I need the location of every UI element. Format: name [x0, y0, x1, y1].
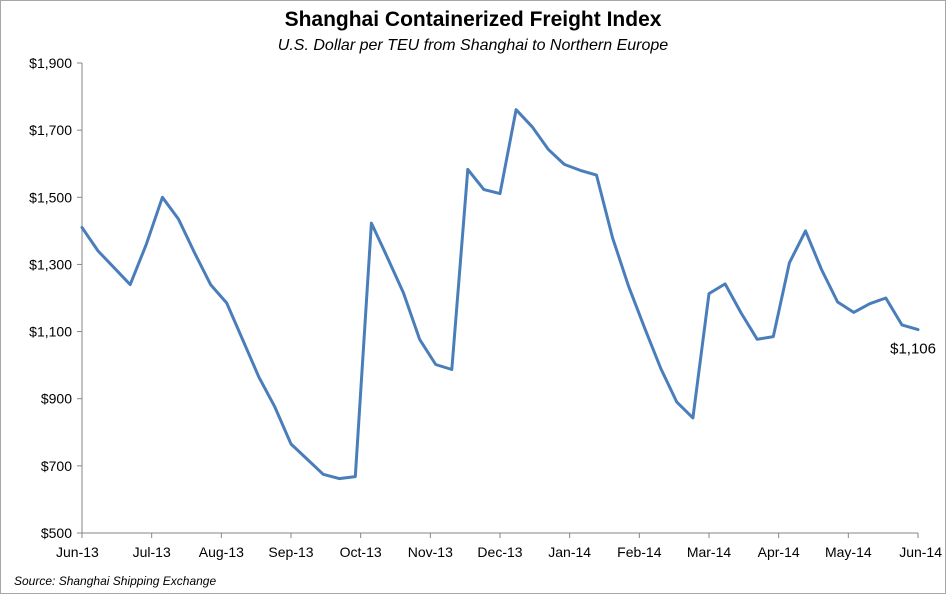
y-tick-label: $1,500: [29, 189, 72, 205]
chart-subtitle: U.S. Dollar per TEU from Shanghai to Nor…: [277, 37, 669, 54]
y-tick-label: $1,900: [29, 55, 72, 71]
x-tick-label: Oct-13: [340, 544, 382, 560]
x-tick-label: Jan-14: [548, 544, 591, 560]
y-tick-label: $900: [41, 391, 72, 407]
x-tick-label: Jun-13: [56, 544, 99, 560]
x-tick-label: Jun-14: [899, 544, 942, 560]
x-tick-label: Jul-13: [133, 544, 171, 560]
y-tick-label: $1,300: [29, 256, 72, 272]
x-tick-label: Mar-14: [687, 544, 732, 560]
x-tick-label: Dec-13: [477, 544, 522, 560]
x-tick-label: May-14: [825, 544, 872, 560]
x-tick-label: Aug-13: [199, 544, 244, 560]
x-tick-label: Sep-13: [268, 544, 313, 560]
chart-title: Shanghai Containerized Freight Index: [284, 8, 662, 31]
y-tick-label: $500: [41, 525, 72, 541]
x-tick-label: Nov-13: [408, 544, 453, 560]
series-line: [80, 108, 920, 481]
y-tick-label: $700: [41, 458, 72, 474]
x-tick-label: Apr-14: [758, 544, 800, 560]
end-value-label: $1,106: [890, 341, 936, 358]
x-tick-label: Feb-14: [617, 544, 662, 560]
y-tick-label: $1,100: [29, 324, 72, 340]
source-note: Source: Shanghai Shipping Exchange: [14, 574, 217, 588]
y-tick-label: $1,700: [29, 122, 72, 138]
